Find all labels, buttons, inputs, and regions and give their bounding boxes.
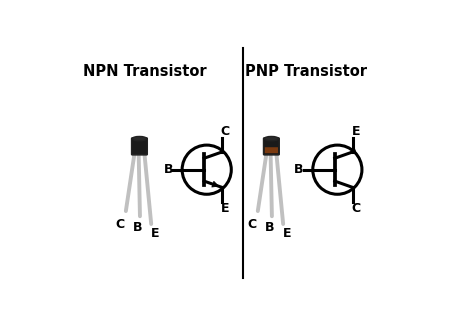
Text: B: B bbox=[294, 163, 304, 176]
Text: C: C bbox=[247, 217, 256, 230]
FancyBboxPatch shape bbox=[132, 138, 147, 155]
Ellipse shape bbox=[132, 136, 146, 141]
Text: E: E bbox=[351, 125, 360, 138]
Text: E: E bbox=[221, 202, 229, 215]
Text: B: B bbox=[164, 163, 173, 176]
Text: C: C bbox=[220, 125, 229, 138]
FancyBboxPatch shape bbox=[265, 147, 278, 153]
Text: B: B bbox=[133, 221, 142, 235]
FancyBboxPatch shape bbox=[264, 138, 279, 155]
Text: C: C bbox=[351, 202, 360, 215]
Text: NPN Transistor: NPN Transistor bbox=[83, 64, 206, 79]
Ellipse shape bbox=[264, 136, 279, 141]
Text: E: E bbox=[283, 226, 291, 240]
Text: B: B bbox=[264, 221, 274, 235]
Text: E: E bbox=[151, 226, 159, 240]
Text: C: C bbox=[116, 217, 125, 230]
Text: PNP Transistor: PNP Transistor bbox=[246, 64, 367, 79]
